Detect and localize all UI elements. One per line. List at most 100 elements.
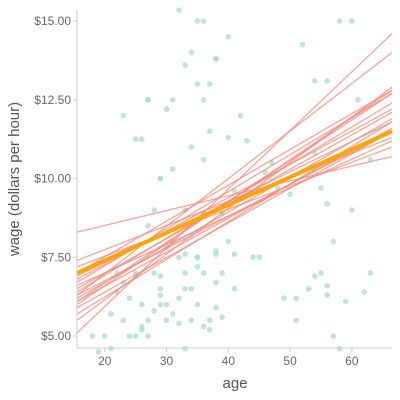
y-ticks: $5.00 $7.50 $10.00 $12.50 $15.00 [34, 14, 77, 343]
y-tick-label: $5.00 [41, 329, 71, 343]
data-point [299, 41, 306, 48]
data-point [206, 326, 213, 333]
data-point [200, 18, 207, 24]
y-axis-title: wage (dollars per hour) [6, 102, 23, 257]
data-point [281, 295, 287, 302]
data-point [311, 78, 318, 84]
data-point [200, 156, 207, 163]
data-point [231, 285, 238, 292]
data-point [182, 62, 188, 68]
data-point [151, 270, 158, 276]
data-point [293, 295, 300, 302]
bootstrap-line [76, 89, 393, 274]
data-point [145, 96, 151, 103]
data-point [225, 33, 232, 40]
data-point [132, 333, 139, 339]
data-point [194, 18, 201, 24]
data-point [213, 251, 219, 257]
data-point [176, 295, 182, 302]
data-point [157, 301, 164, 308]
data-point [213, 304, 219, 311]
bootstrap-line [76, 130, 393, 309]
data-point [311, 273, 318, 279]
data-point [157, 175, 164, 182]
data-point [188, 317, 195, 324]
x-axis-title: age [222, 375, 247, 392]
data-point [145, 317, 151, 324]
data-point [287, 191, 293, 198]
data-point [318, 270, 324, 276]
data-point [194, 263, 201, 270]
data-point [200, 96, 207, 103]
data-point [157, 292, 164, 298]
data-point [225, 238, 232, 245]
data-point [231, 251, 238, 257]
data-point [237, 112, 244, 119]
data-point [132, 136, 139, 142]
data-point [336, 18, 343, 24]
data-point [188, 144, 195, 150]
data-point [182, 285, 188, 292]
x-tick-label: 30 [160, 354, 174, 368]
data-point [324, 78, 330, 84]
y-tick-label: $15.00 [34, 14, 71, 28]
bootstrap-line [76, 155, 393, 233]
bootstrap-line [76, 52, 393, 296]
data-point [176, 7, 182, 13]
data-point [182, 251, 188, 257]
data-point [194, 254, 201, 261]
data-point [194, 81, 201, 87]
x-tick-label: 50 [283, 354, 297, 368]
data-point [349, 207, 355, 213]
data-point [169, 166, 176, 172]
x-tick-label: 60 [345, 354, 359, 368]
fit-line [76, 129, 393, 275]
data-point [219, 270, 225, 276]
data-point [213, 56, 219, 62]
bootstrap-line [76, 33, 393, 334]
data-point [206, 317, 213, 324]
data-point [330, 238, 337, 245]
y-tick-label: $7.50 [41, 250, 71, 264]
data-point [182, 270, 188, 276]
data-point [163, 317, 170, 324]
data-point [139, 326, 145, 333]
data-point [101, 333, 108, 339]
data-point [169, 311, 176, 317]
data-point [330, 333, 337, 339]
data-point [200, 323, 207, 330]
data-point [182, 345, 188, 352]
data-point [194, 301, 201, 308]
data-point [324, 292, 330, 298]
bootstrap-line [76, 92, 393, 302]
data-point [151, 207, 158, 213]
data-point [95, 348, 102, 355]
data-point [157, 273, 164, 279]
data-point [256, 254, 263, 261]
scatter-points [89, 7, 374, 355]
data-point [355, 96, 361, 103]
data-point [213, 279, 219, 286]
y-tick-label: $12.50 [34, 93, 71, 107]
data-point [231, 188, 238, 194]
data-point [108, 311, 114, 317]
data-point [169, 96, 176, 103]
data-point [324, 200, 330, 207]
data-point [157, 285, 164, 292]
data-point [219, 314, 225, 320]
bootstrap-line [76, 146, 393, 268]
y-tick-label: $10.00 [34, 172, 71, 186]
data-point [89, 333, 96, 339]
data-point [151, 308, 158, 314]
data-point [225, 134, 232, 141]
data-point [163, 106, 170, 113]
data-point [139, 301, 145, 308]
data-point [145, 333, 151, 339]
data-point [176, 254, 182, 261]
data-point [108, 345, 114, 352]
data-point [120, 317, 127, 324]
x-tick-label: 20 [98, 354, 112, 368]
bootstrap-line [76, 136, 393, 262]
data-point [145, 222, 151, 229]
